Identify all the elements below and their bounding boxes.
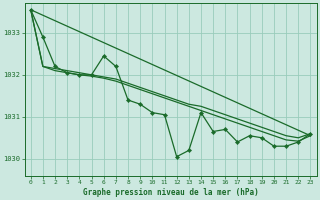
X-axis label: Graphe pression niveau de la mer (hPa): Graphe pression niveau de la mer (hPa) [83, 188, 259, 197]
